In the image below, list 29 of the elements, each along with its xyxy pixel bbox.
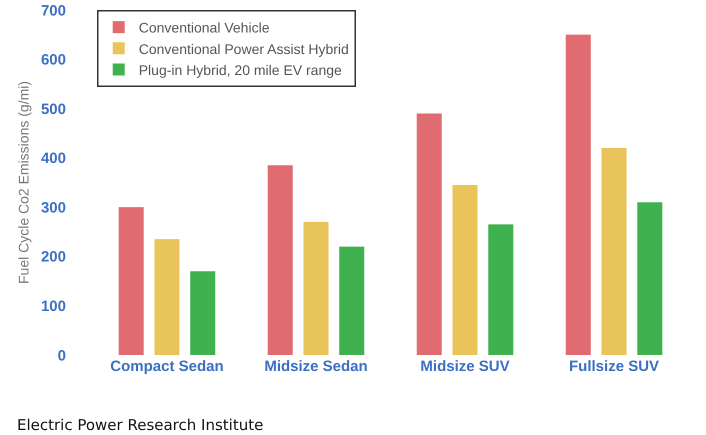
bar [339, 246, 364, 355]
bar [602, 148, 627, 355]
bar [452, 184, 478, 355]
y-tick-label: 600 [40, 52, 66, 69]
bar [268, 165, 293, 355]
y-tick-label: 200 [40, 248, 66, 266]
bar [190, 271, 216, 355]
bar [416, 114, 442, 355]
y-tick-label: 100 [40, 298, 66, 315]
x-tick-label: Fullsize SUV [569, 358, 660, 375]
x-tick-label: Compact Sedan [110, 358, 224, 375]
bar [488, 224, 514, 355]
bar [566, 34, 591, 355]
bar [303, 222, 329, 355]
legend-label: Conventional Vehicle [138, 20, 270, 36]
y-axis-title: Fuel Cycle Co2 Emissions (g/mi) [16, 80, 32, 284]
bar [154, 239, 180, 355]
x-tick-label: Midsize SUV [420, 358, 510, 375]
bar [637, 202, 662, 355]
y-tick-label: 700 [40, 2, 66, 20]
y-tick-label: 300 [40, 199, 66, 216]
bar [118, 207, 144, 355]
y-tick-label: 0 [58, 347, 66, 364]
x-tick-label: Midsize Sedan [264, 358, 368, 375]
legend-label: Conventional Power Assist Hybrid [138, 40, 349, 57]
y-tick-label: 400 [40, 150, 66, 168]
legend-label: Plug-in Hybrid, 20 mile EV range [138, 62, 342, 78]
text: Electric Power Research Institute [17, 416, 264, 434]
y-tick-label: 500 [40, 100, 66, 118]
